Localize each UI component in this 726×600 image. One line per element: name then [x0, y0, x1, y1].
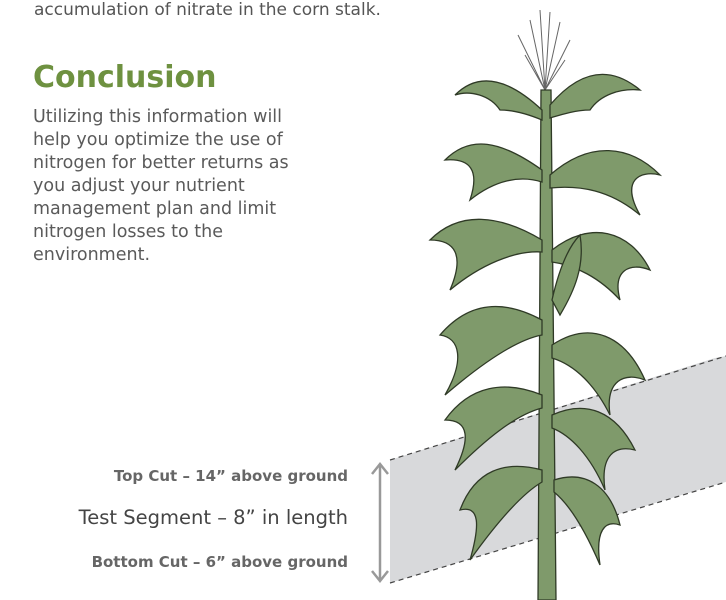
test-segment-label: Test Segment – 8” in length: [79, 506, 348, 529]
page: {"intro_tail": "accumulation of nitrate …: [0, 0, 726, 600]
paragraph: Utilizing this information will help you…: [33, 106, 323, 267]
intro-text: accumulation of nitrate in the corn stal…: [34, 0, 381, 20]
heading: Conclusion: [33, 60, 217, 95]
test-segment-band: [390, 356, 726, 583]
length-arrow: [372, 464, 388, 581]
tassel: [518, 10, 570, 90]
bottom-cut-label: Bottom Cut – 6” above ground: [92, 553, 348, 571]
top-cut-label: Top Cut – 14” above ground: [114, 467, 348, 485]
